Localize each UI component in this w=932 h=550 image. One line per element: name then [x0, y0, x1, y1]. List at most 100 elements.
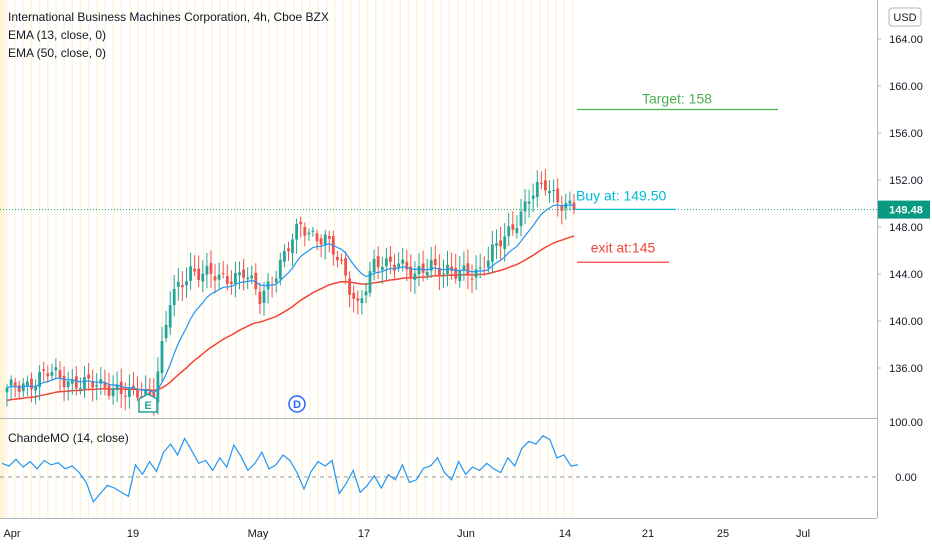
session-band: [268, 0, 270, 518]
candle-body: [221, 273, 225, 275]
candle: [442, 259, 445, 288]
candle-body: [372, 258, 376, 273]
candle-body: [278, 259, 282, 280]
candle: [17, 380, 21, 399]
candle: [397, 252, 400, 272]
candle-body: [262, 290, 266, 303]
dividend-badge: [288, 395, 306, 413]
candle-body: [103, 382, 107, 388]
candle-body: [189, 266, 192, 281]
candle-body: [91, 381, 95, 388]
candle: [66, 371, 70, 401]
session-band: [383, 0, 385, 518]
session-band: [71, 0, 73, 518]
x-tick-label: 21: [642, 528, 654, 540]
candle: [291, 233, 294, 266]
candle: [348, 271, 351, 308]
candle: [495, 229, 498, 259]
currency-badge: USD: [888, 7, 922, 27]
candle-body: [368, 271, 372, 293]
candle-body: [474, 269, 478, 278]
candle-body: [568, 200, 572, 204]
candle: [156, 357, 160, 415]
axes-layer: 164.00160.00156.00152.00148.00144.00140.…: [3, 0, 932, 550]
x-tick-label: 19: [127, 528, 139, 540]
candle-body: [172, 288, 176, 306]
candle: [115, 371, 119, 403]
candle-body: [225, 276, 229, 284]
candle-body: [393, 264, 396, 271]
candle: [217, 262, 221, 290]
candle-body: [111, 388, 115, 397]
candle-body: [425, 271, 429, 276]
earnings-marker: E: [138, 393, 158, 413]
session-band: [571, 0, 574, 518]
candle: [319, 234, 323, 258]
candle-body: [74, 376, 78, 389]
candle-body: [499, 240, 502, 247]
session-band: [424, 0, 426, 518]
candle-body: [217, 274, 221, 280]
candle-body: [344, 258, 347, 276]
candle: [176, 268, 180, 301]
candle-body: [26, 381, 29, 387]
candle-body: [62, 375, 66, 388]
session-band: [522, 0, 524, 518]
session-band: [293, 0, 295, 518]
candle-body: [556, 188, 560, 203]
session-band: [309, 0, 311, 518]
candle-body: [401, 259, 405, 264]
oscillator-legend[interactable]: ChandeMO (14, close): [8, 431, 129, 445]
session-band: [79, 0, 82, 518]
session-band: [276, 0, 278, 518]
y-tick-label: 152.00: [889, 175, 923, 187]
candle: [352, 285, 356, 313]
candle-body: [540, 182, 543, 184]
candle: [91, 369, 95, 402]
session-band: [391, 0, 393, 518]
y-tick-label: 164.00: [889, 34, 923, 46]
candle: [193, 255, 196, 277]
session-band: [22, 0, 24, 518]
candle: [258, 282, 262, 315]
candle-body: [107, 385, 111, 396]
candle: [470, 264, 474, 294]
candle: [385, 247, 388, 280]
session-band: [555, 0, 557, 518]
candle-body: [511, 224, 515, 230]
session-band: [563, 0, 565, 518]
candle: [189, 252, 192, 290]
candle-body: [442, 273, 445, 275]
candle: [527, 189, 531, 218]
candle-body: [535, 182, 539, 198]
candle: [213, 263, 217, 294]
session-bands: [0, 0, 574, 518]
candle-body: [258, 291, 262, 304]
candle-body: [156, 371, 160, 403]
dividend-letter: D: [293, 399, 301, 411]
candle-body: [491, 244, 494, 262]
candle: [535, 170, 539, 208]
ema13-legend[interactable]: EMA (13, close, 0): [8, 28, 107, 42]
candle: [185, 267, 188, 298]
session-band: [145, 0, 147, 518]
candle-body: [523, 201, 527, 212]
candle-body: [319, 238, 323, 245]
y-tick-label: 160.00: [889, 81, 923, 93]
session-band: [375, 0, 377, 518]
candle-body: [515, 228, 519, 233]
candle: [13, 377, 17, 398]
candle-body: [66, 381, 70, 387]
ema50-legend[interactable]: EMA (50, close, 0): [8, 46, 107, 60]
session-band: [252, 0, 254, 518]
session-band: [547, 0, 549, 518]
candle-body: [234, 273, 237, 285]
session-band: [63, 0, 65, 518]
candle-body: [307, 232, 311, 235]
candle-body: [128, 388, 131, 397]
candle-body: [466, 263, 470, 276]
candle: [327, 230, 331, 253]
candle-body: [470, 278, 474, 280]
